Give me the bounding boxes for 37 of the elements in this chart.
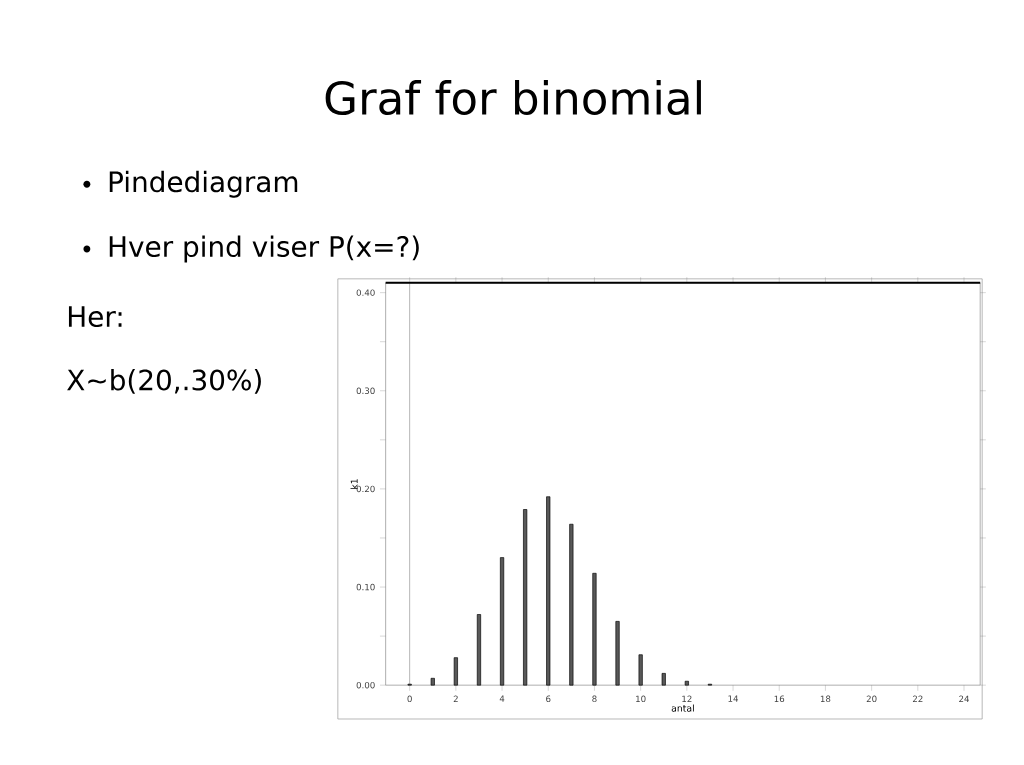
y-tick-label: 0.20 xyxy=(356,485,375,493)
x-tick-label: 12 xyxy=(682,695,692,702)
text: X∼b(20,.30%) xyxy=(67,369,261,394)
chart-title: Graf for binomial xyxy=(325,80,701,116)
bar xyxy=(615,621,620,686)
text: Pindediagram xyxy=(109,170,298,198)
x-tick-label: 18 xyxy=(820,695,831,703)
x-tick-label: 22 xyxy=(912,695,923,702)
x-tick-label: 0 xyxy=(407,695,412,703)
text: Her: xyxy=(68,306,122,328)
bar xyxy=(523,509,528,686)
bar xyxy=(453,657,458,686)
x-tick-label: 4 xyxy=(499,695,505,702)
x-tick-label: 20 xyxy=(866,695,877,703)
y-tick-label: 0.40 xyxy=(356,289,375,296)
x-tick-label: 10 xyxy=(636,695,646,703)
y-axis-title: k1 xyxy=(350,479,358,489)
y-tick-label: 0.00 xyxy=(356,681,375,689)
x-tick-label: 24 xyxy=(959,695,970,702)
text: Hver pind viser P(x=?) xyxy=(109,235,419,263)
bar xyxy=(638,654,643,686)
x-tick-label: 16 xyxy=(774,695,785,703)
x-tick-label: 14 xyxy=(728,695,739,702)
bar xyxy=(684,680,689,686)
bar xyxy=(569,523,574,686)
y-tick-label: 0.30 xyxy=(356,387,375,395)
bar xyxy=(546,496,551,686)
bar xyxy=(500,557,505,686)
bar xyxy=(430,678,435,686)
x-axis-title: antal xyxy=(671,704,694,712)
bar xyxy=(592,573,597,686)
x-tick-label: 2 xyxy=(453,695,458,702)
x-tick-label: 8 xyxy=(592,695,597,703)
bar xyxy=(661,673,666,686)
y-tick-label: 0.10 xyxy=(356,583,375,591)
x-tick-label: 6 xyxy=(546,695,551,703)
bar xyxy=(476,614,482,686)
